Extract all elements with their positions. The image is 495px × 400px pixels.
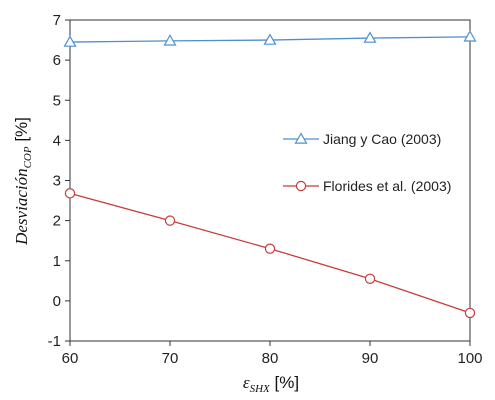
y-tick-label: 6 [53,52,61,69]
legend-label: Florides et al. (2003) [323,178,451,194]
legend-item-1: Jiang y Cao (2003) [283,131,441,147]
y-axis-title: DesviaciónCOP [%] [12,117,34,246]
legend-label: Jiang y Cao (2003) [323,131,441,147]
y-axis-unit: [%] [12,117,31,146]
y-tick-label: 1 [53,253,61,270]
data-point [163,34,177,46]
y-tick-label: 0 [53,293,61,310]
y-tick-label: 7 [53,12,61,29]
legend-item-2: Florides et al. (2003) [283,178,451,194]
data-point [363,31,377,43]
y-axis-subscript: COP [22,146,34,168]
data-point [364,273,376,285]
series-1 [63,30,477,47]
y-axis-name: Desviación [12,168,31,245]
y-axis-ticks: -1 0 1 2 3 4 5 6 7 [48,12,70,350]
x-tick-label: 100 [457,350,482,367]
x-tick-label: 90 [362,350,379,367]
series-layer [63,30,477,319]
data-point [164,215,176,226]
x-axis-unit: [%] [270,373,299,392]
data-point [63,35,77,47]
x-tick-label: 70 [162,350,179,367]
data-point [464,307,476,319]
x-tick-label: 60 [62,350,79,367]
y-tick-label: 5 [53,92,61,109]
x-axis-subscript: SHX [250,383,271,395]
data-point [263,33,277,45]
legend: Jiang y Cao (2003) Florides et al. (2003) [283,131,451,194]
data-point [463,30,477,42]
y-tick-label: -1 [48,333,61,350]
x-axis-title: εSHX [%] [243,373,299,395]
data-point [64,188,76,199]
x-axis-ticks: 60 70 80 90 100 [62,341,483,367]
x-axis-symbol: ε [243,373,250,392]
y-tick-label: 3 [53,173,61,190]
x-tick-label: 80 [262,350,279,367]
legend-marker [295,180,307,192]
legend-marker [294,132,308,144]
y-tick-label: 2 [53,213,61,230]
data-point [264,243,276,254]
y-tick-label: 4 [53,132,61,149]
series-2 [64,188,476,319]
